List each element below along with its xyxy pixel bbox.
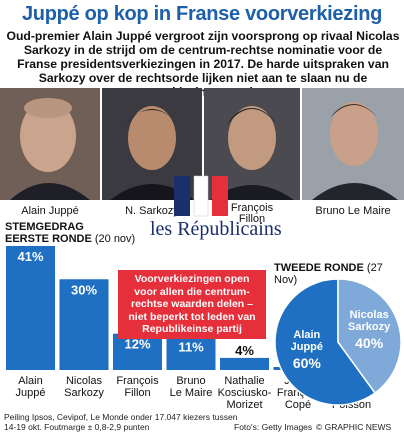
first-round-date: (20 nov)	[94, 233, 136, 245]
bar-0	[6, 246, 55, 370]
first-round-label: EERSTE RONDE (20 nov)	[5, 233, 135, 245]
pie-slice-1	[337, 278, 402, 395]
bar-category-label-1: Nicolas Sarkozy	[64, 375, 104, 399]
bar-value-label-4: 4%	[235, 343, 254, 358]
bar-value-label-3: 11%	[178, 340, 204, 355]
pie-value-label-0: 60%	[293, 355, 322, 371]
candidate-photos	[0, 88, 404, 200]
bar-4	[220, 357, 269, 370]
bar-1	[59, 279, 109, 370]
first-round-label-text: EERSTE RONDE	[5, 233, 92, 245]
republicains-logo-icon	[174, 175, 228, 217]
pie-value-label-1: 40%	[355, 335, 384, 351]
bar-category-label-0: Alain Juppé	[16, 375, 46, 399]
intro-text: Oud-premier Alain Juppé vergroot zijn vo…	[6, 29, 400, 99]
second-round-date: (27 Nov)	[274, 262, 383, 286]
portrait-juppe-image	[0, 88, 100, 200]
caption-juppe: Alain Juppé	[21, 205, 79, 217]
second-round-label-text: TWEEDE RONDE	[274, 262, 364, 274]
graphic-news-credit: © GRAPHIC NEWS	[316, 422, 392, 432]
portrait-lemaire-image	[302, 88, 404, 200]
second-round-label: TWEEDE RONDE (27 Nov)	[274, 262, 404, 286]
bar-value-label-2: 12%	[124, 337, 150, 352]
bar-value-label-1: 30%	[71, 282, 97, 297]
bar-value-label-0: 41%	[17, 249, 43, 264]
bar-category-label-3: Bruno Le Maire	[170, 375, 213, 399]
bar-3	[166, 336, 216, 370]
source-note: Peiling Ipsos, Cevipof, Le Monde onder 1…	[4, 412, 238, 432]
pie-category-label-0: Alain Juppé	[291, 329, 323, 353]
bar-2	[113, 333, 162, 370]
page-title: Juppé op kop in Franse voorverkiezing	[21, 3, 383, 25]
caption-sarkozy: N. Sarkozy	[125, 205, 179, 217]
first-round-label-top: STEMGEDRAG	[5, 221, 84, 233]
republicains-logo-text: les Républicains	[150, 218, 282, 240]
bar-category-label-4: Nathalie Kosciusko-Morizet	[218, 375, 272, 411]
pie-slice-0	[274, 278, 377, 406]
caption-fillon: François Fillon	[230, 202, 274, 225]
photo-juppe	[0, 88, 100, 200]
pie-category-label-1: Nicolas Sarkozy	[348, 309, 391, 333]
photo-lemaire	[302, 88, 404, 200]
caption-lemaire: Bruno Le Maire	[315, 205, 391, 217]
photo-credit: Foto's: Getty Images	[234, 422, 313, 432]
bar-category-label-2: François Fillon	[116, 375, 159, 399]
callout-box: Voorverkiezingen open voor allen die cen…	[118, 270, 266, 339]
second-round-pie-chart: Alain Juppé 60% Nicolas Sarkozy 40%	[274, 278, 402, 406]
